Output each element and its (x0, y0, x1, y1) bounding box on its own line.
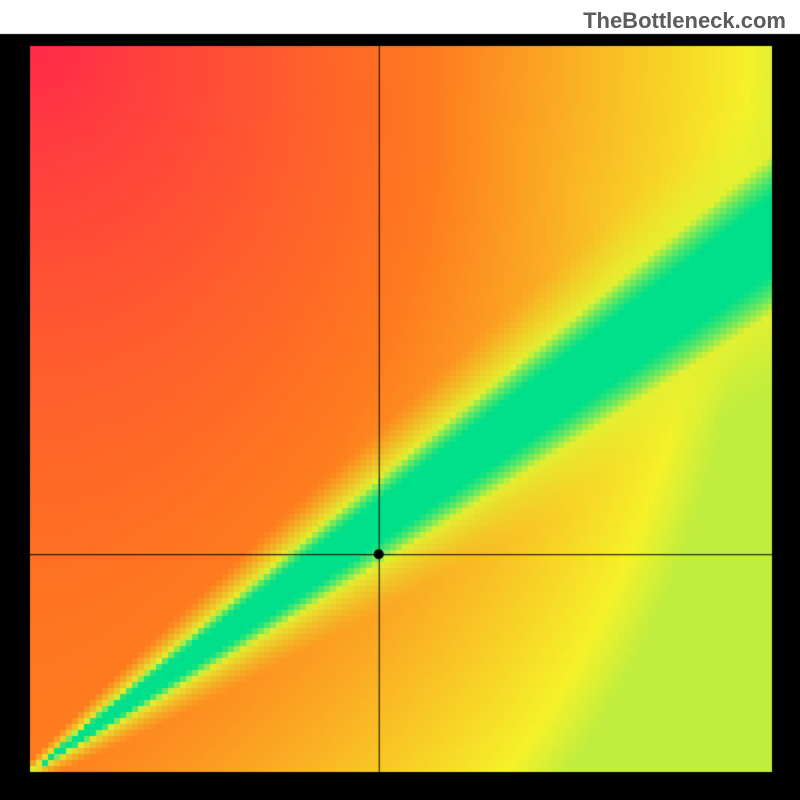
bottleneck-heatmap (0, 0, 800, 800)
watermark-text: TheBottleneck.com (583, 8, 786, 34)
chart-container: TheBottleneck.com (0, 0, 800, 800)
